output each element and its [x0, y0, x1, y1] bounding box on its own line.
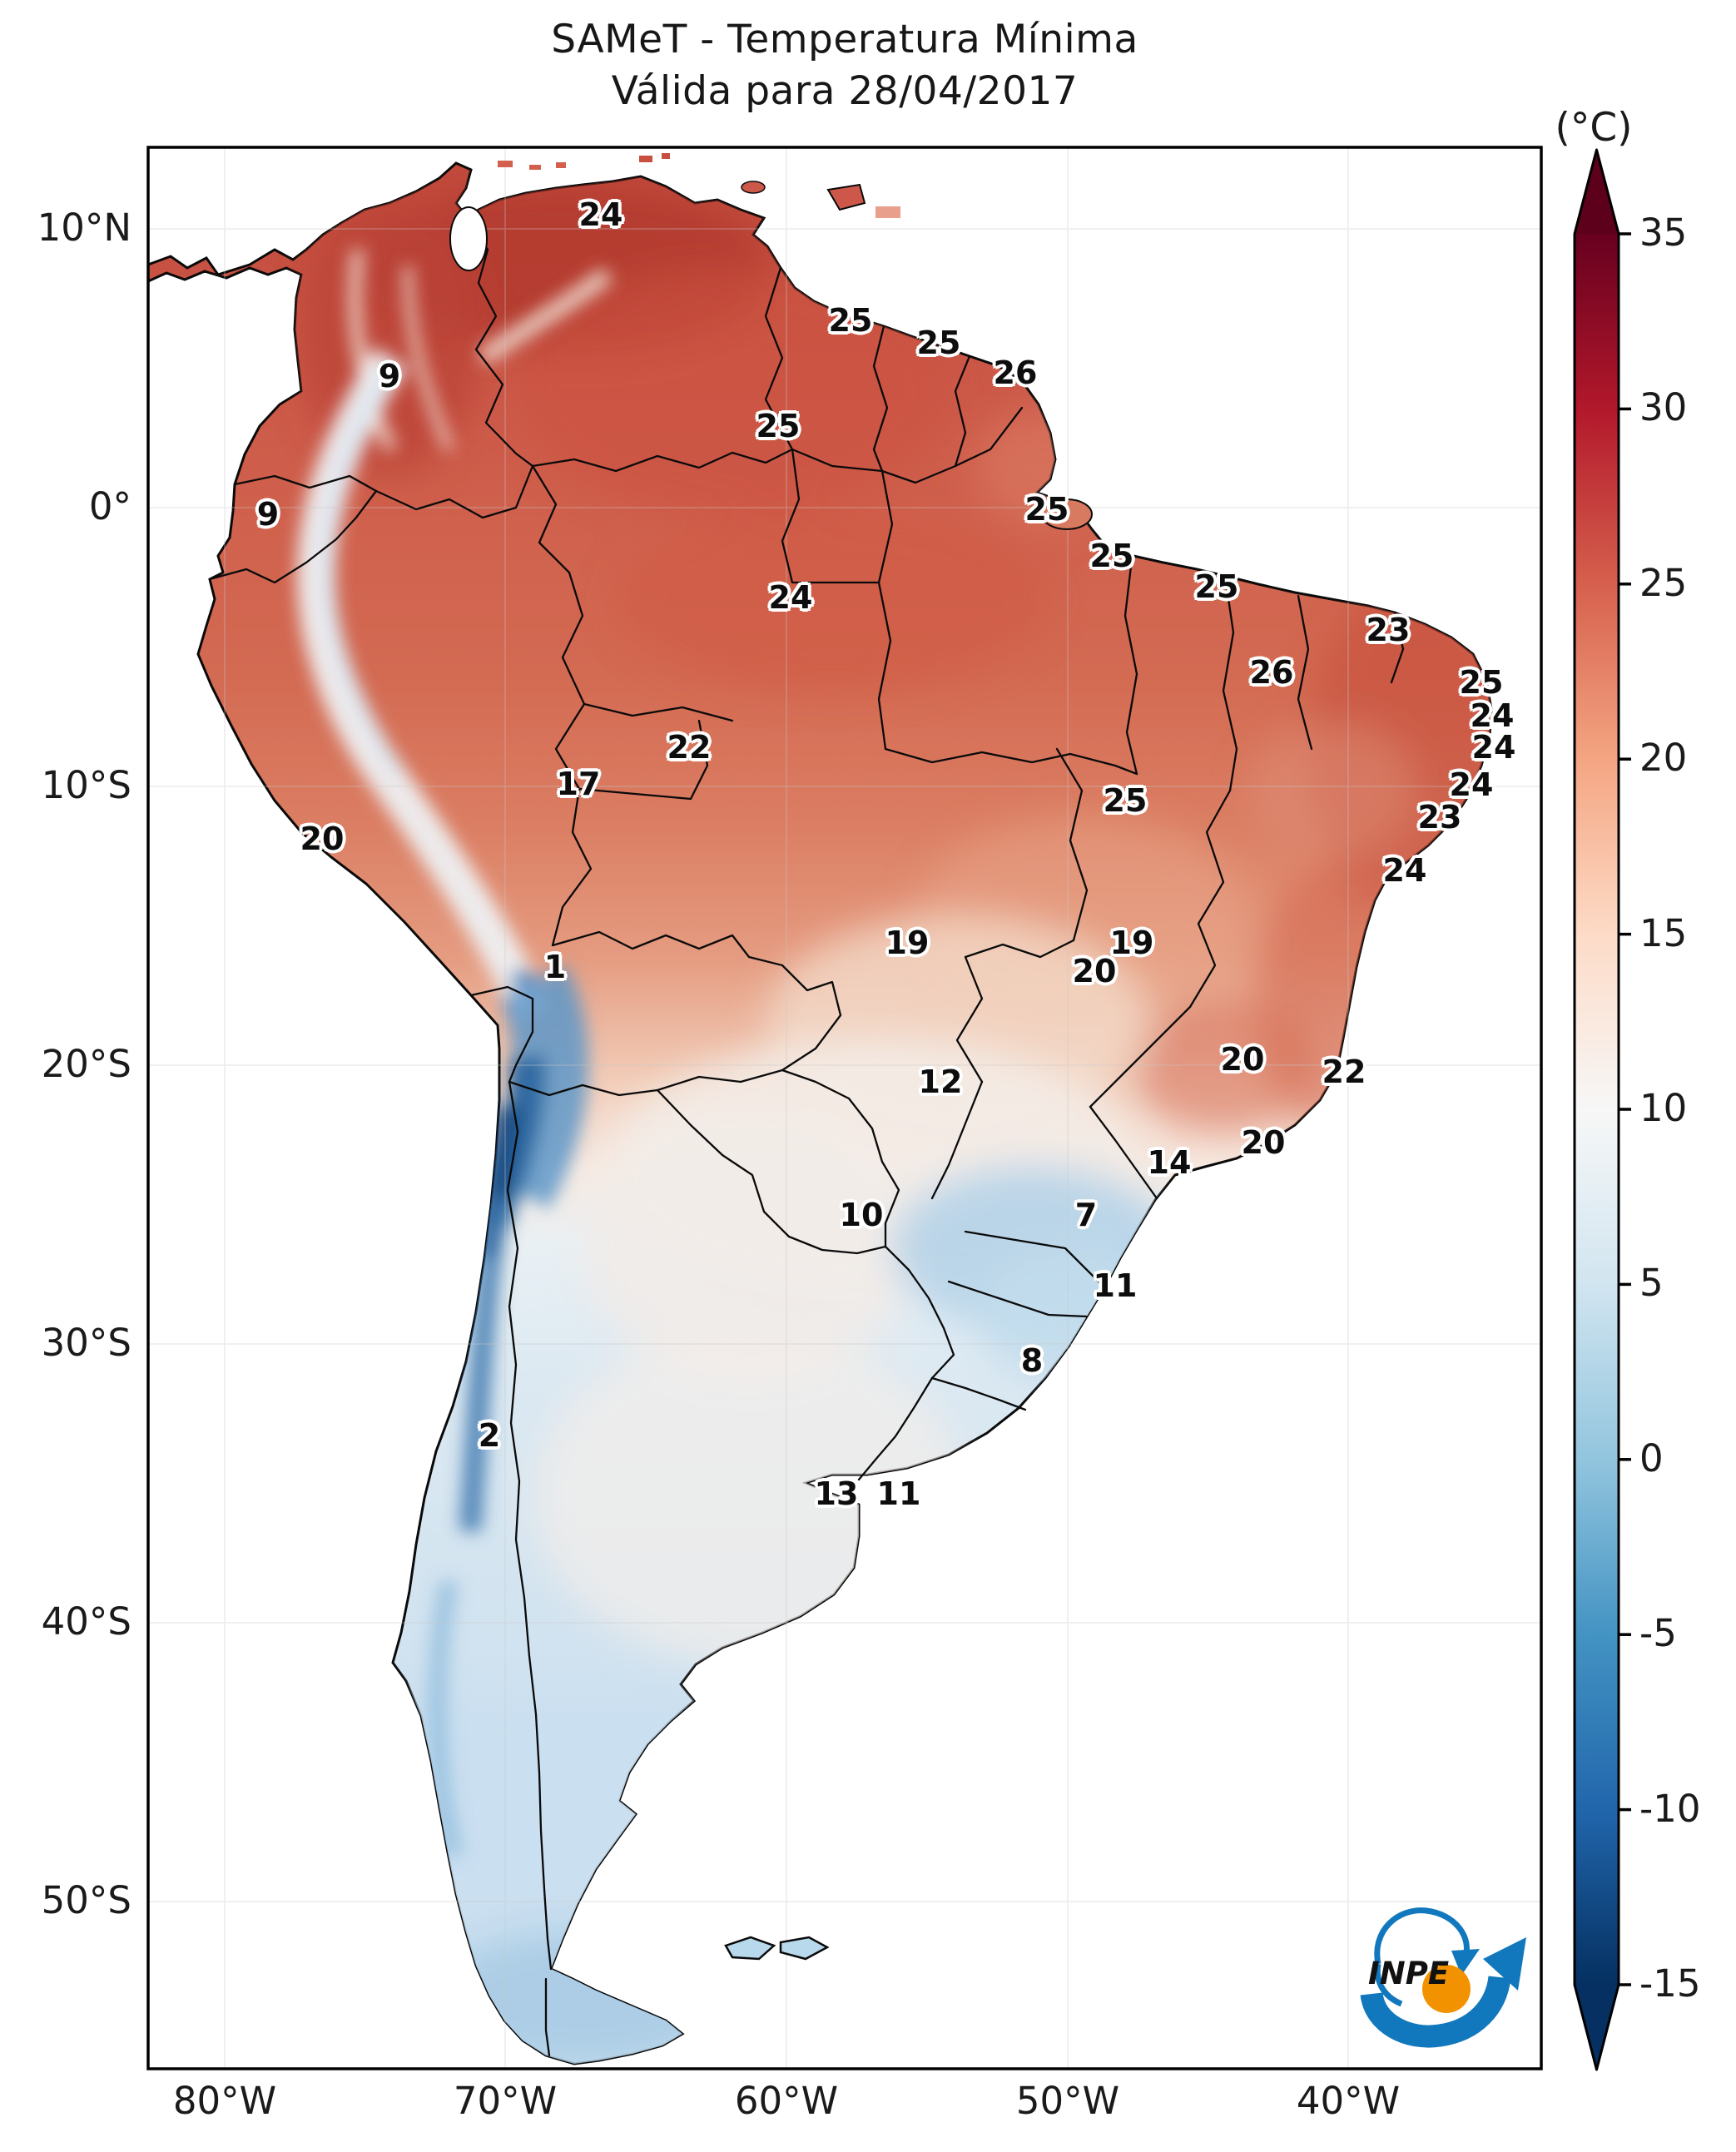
lat-tick-label: 20°S	[41, 1042, 131, 1086]
temperature-value-label: 8	[1020, 1342, 1044, 1379]
temperature-value-label: 9	[378, 358, 401, 394]
temperature-value-label: 19	[885, 925, 930, 961]
temperature-value-label: 11	[876, 1475, 921, 1512]
colorbar-tick-label: 25	[1639, 560, 1688, 605]
temperature-value-label: 14	[1147, 1144, 1192, 1181]
temperature-value-label: 25	[1194, 568, 1239, 605]
temperature-value-label: 26	[993, 355, 1038, 391]
colorbar-tick-label: 5	[1639, 1261, 1664, 1306]
lat-tick-label: 10°S	[41, 763, 131, 807]
temperature-value-label: 25	[1459, 664, 1504, 701]
temperature-value-label: 20	[1220, 1041, 1265, 1078]
lat-tick-label: 10°N	[37, 206, 131, 250]
lon-tick-label: 80°W	[172, 2079, 277, 2123]
temperature-value-label: 20	[1241, 1124, 1286, 1161]
lon-tick-label: 60°W	[734, 2079, 839, 2123]
temperature-value-label: 19	[1109, 925, 1154, 961]
temperature-value-label: 25	[828, 302, 873, 339]
islands	[449, 153, 1093, 1961]
temperature-value-label: 25	[1089, 538, 1134, 574]
temperature-value-label: 22	[1322, 1054, 1366, 1090]
temperature-value-label: 24	[1382, 852, 1427, 889]
colorbar-tick-label: -15	[1639, 1961, 1701, 2006]
lon-tick-label: 40°W	[1296, 2079, 1401, 2123]
temperature-colorbar	[1573, 148, 1631, 2071]
political-borders	[208, 216, 1405, 2057]
temperature-value-label: 23	[1417, 799, 1462, 836]
colorbar-tick-label: 20	[1639, 736, 1688, 781]
temperature-value-label: 24	[1449, 766, 1494, 803]
map-title: SAMeT - Temperatura Mínima	[551, 17, 1138, 62]
temperature-value-label: 2	[478, 1417, 501, 1454]
lat-tick-label: 50°S	[41, 1878, 131, 1922]
lon-tick-label: 70°W	[453, 2079, 558, 2123]
temperature-value-label: 25	[756, 408, 801, 444]
temperature-value-label: 25	[1024, 491, 1069, 528]
colorbar-tick-label: -10	[1639, 1786, 1701, 1831]
colorbar-tick-label: 0	[1639, 1435, 1664, 1480]
lat-tick-label: 0°	[88, 484, 131, 528]
colorbar-tick-label: 10	[1639, 1086, 1688, 1130]
temperature-value-label: 9	[256, 496, 280, 533]
temperature-value-label: 10	[839, 1197, 884, 1233]
temperature-value-label: 24	[768, 579, 813, 616]
lat-tick-label: 40°S	[41, 1599, 131, 1644]
temperature-value-label: 20	[1072, 953, 1117, 989]
colorbar-body	[1575, 234, 1619, 1985]
temperature-value-label: 1	[543, 949, 567, 985]
temperature-value-label: 26	[1249, 654, 1294, 691]
temperature-value-label: 17	[556, 766, 601, 802]
colorbar-under-arrow	[1575, 1985, 1619, 2070]
temperature-value-label: 13	[814, 1475, 859, 1512]
inpe-logo: INPE	[1360, 1907, 1526, 2048]
temperature-value-label: 24	[1470, 697, 1515, 734]
temperature-value-label: 24	[1471, 729, 1516, 766]
inpe-logo-text: INPE	[1368, 1956, 1449, 1991]
colorbar-over-arrow	[1575, 150, 1619, 234]
colorbar-tick-label: 15	[1639, 910, 1688, 955]
colorbar-tick-label: 35	[1639, 211, 1688, 255]
temperature-value-label: 25	[1103, 782, 1148, 819]
temperature-value-label: 11	[1093, 1267, 1138, 1304]
graticule-gridlines	[148, 147, 1541, 2069]
temperature-value-label: 24	[578, 196, 623, 233]
lon-tick-label: 50°W	[1015, 2079, 1120, 2123]
temperature-value-label: 7	[1074, 1197, 1098, 1233]
temperature-value-label: 20	[300, 821, 345, 857]
temperature-value-label: 22	[667, 729, 712, 766]
inpe-swoosh-icon	[1360, 1907, 1526, 2048]
temperature-value-label: 23	[1366, 612, 1411, 648]
colorbar-tick-label: 30	[1639, 385, 1688, 430]
map-frame	[146, 146, 1543, 2070]
colorbar-unit-label: (°C)	[1555, 105, 1633, 151]
temperature-value-label: 25	[916, 325, 961, 361]
map-subtitle: Válida para 28/04/2017	[611, 68, 1079, 114]
temperature-value-label: 12	[918, 1064, 963, 1100]
lat-tick-label: 30°S	[41, 1321, 131, 1365]
colorbar-tick-marks	[1619, 232, 1631, 1986]
colorbar-tick-label: -5	[1639, 1611, 1677, 1656]
